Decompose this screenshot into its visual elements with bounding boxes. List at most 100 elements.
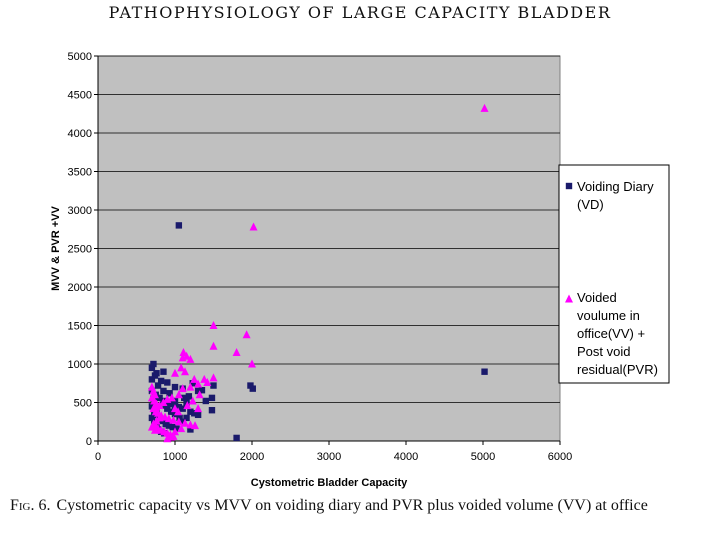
- plot-area: 0 500 1000 1500 2000 2500 3000 3500 4000 4500 5000…: [50, 51, 572, 489]
- voided-volume-point: [191, 421, 200, 430]
- y-tick-label: 4500: [68, 90, 92, 102]
- y-tick-label: 500: [74, 398, 92, 410]
- legend-vv-label: Voided: [577, 290, 617, 305]
- x-tick-label: 4000: [394, 451, 418, 463]
- voided-volume-point: [178, 353, 187, 362]
- voided-volume-point: [232, 347, 241, 356]
- voiding-diary-point: [210, 382, 217, 389]
- voiding-diary-point: [171, 383, 179, 391]
- voided-volume-point: [171, 427, 179, 436]
- y-tick-label: 2500: [68, 244, 92, 256]
- x-axis-title: Cystometric Bladder Capacity: [251, 477, 408, 489]
- y-tick-label: 3500: [68, 167, 92, 179]
- voided-volume-point: [186, 420, 195, 429]
- voided-volume-point: [195, 390, 204, 399]
- voiding-diary-point: [151, 372, 159, 379]
- voiding-diary-point: [169, 423, 176, 431]
- voided-volume-point: [194, 379, 203, 388]
- voiding-diary-point: [175, 222, 183, 229]
- voiding-diary-point: [156, 394, 163, 402]
- voided-volume-point: [171, 368, 179, 377]
- y-axis-title: MVV & PVR +VV: [50, 206, 62, 291]
- voided-volume-point: [194, 404, 203, 413]
- legend-vv-label: office(VV) +: [577, 326, 645, 341]
- voided-volume-point: [179, 347, 188, 356]
- voiding-diary-point: [173, 425, 180, 432]
- voided-volume-point: [174, 407, 183, 416]
- y-tick-label: 1000: [68, 359, 92, 371]
- legend-vv-label: residual(PVR): [577, 362, 658, 377]
- voiding-diary-point: [194, 387, 202, 395]
- voided-volume-point: [169, 415, 178, 424]
- voiding-diary-point: [166, 390, 173, 397]
- voiding-diary-point: [183, 399, 190, 406]
- voiding-diary-point: [198, 386, 206, 394]
- voiding-diary-point: [249, 385, 256, 392]
- voiding-diary-point: [148, 364, 156, 372]
- legend-vd-label: Voiding Diary: [577, 179, 654, 194]
- x-tick-label: 0: [95, 451, 101, 463]
- voiding-diary-point: [148, 376, 156, 383]
- voiding-diary-point: [160, 368, 167, 375]
- voided-volume-point: [181, 418, 190, 427]
- voided-volume-point: [159, 398, 168, 406]
- voided-volume-point: [209, 341, 218, 350]
- y-tick-label: 3000: [68, 205, 92, 217]
- voided-volume-point: [181, 367, 190, 376]
- scatter-chart: 0 500 1000 1500 2000 2500 3000 3500 4000 4500 5000…: [50, 51, 670, 489]
- voiding-diary-point: [164, 379, 171, 386]
- voiding-diary-point: [157, 377, 165, 385]
- voided-volume-point: [167, 432, 176, 441]
- voiding-diary-point: [179, 405, 186, 412]
- voided-volume-point: [186, 354, 195, 363]
- voided-volume-point: [178, 384, 187, 393]
- voided-volume-point: [480, 103, 489, 112]
- voided-volume-point: [203, 377, 212, 386]
- voiding-diary-point: [150, 360, 157, 368]
- caption-text: Cystometric capacity vs MVV on voiding d…: [56, 497, 648, 514]
- y-tick-label: 2000: [68, 282, 92, 294]
- voiding-diary-point: [167, 408, 175, 415]
- voiding-diary-point: [187, 426, 194, 433]
- voided-volume-point: [152, 399, 161, 408]
- voided-volume-point: [164, 414, 173, 423]
- voiding-diary-point: [194, 411, 202, 419]
- voided-volume-point: [186, 382, 195, 391]
- legend: Voiding Diary (VD) Voided voulume in office(…: [558, 164, 670, 384]
- legend-vv-label: Post void: [577, 344, 630, 359]
- voided-volume-point: [242, 330, 251, 339]
- voiding-diary-point: [148, 403, 156, 410]
- x-tick-label: 6000: [548, 451, 572, 463]
- voiding-diary-point: [148, 414, 156, 422]
- x-tick-label: 2000: [240, 451, 264, 463]
- voiding-diary-point: [154, 382, 162, 389]
- legend-box: [558, 164, 670, 384]
- voided-volume-point: [249, 222, 258, 231]
- page-title: PATHOPHYSIOLOGY OF LARGE CAPACITY BLADDE…: [108, 3, 612, 22]
- voiding-diary-point: [189, 380, 196, 387]
- figure-label: Fig. 6.: [10, 497, 51, 514]
- voiding-diary-point: [185, 393, 193, 400]
- voiding-diary-point: [233, 434, 240, 442]
- figure-caption: Fig. 6. Cystometric capacity vs MVV on vo…: [10, 497, 710, 515]
- voiding-diary-point: [181, 394, 188, 402]
- legend-vd-marker: [565, 182, 573, 190]
- voided-volume-point: [248, 359, 256, 368]
- voiding-diary-point: [208, 394, 216, 402]
- voided-volume-point: [174, 390, 183, 399]
- voiding-diary-point: [202, 397, 209, 405]
- voiding-diary-point: [183, 414, 190, 422]
- voiding-diary-point: [191, 410, 198, 417]
- voided-volume-point: [188, 396, 197, 405]
- voided-volume-point: [177, 424, 186, 433]
- voided-volume-point: [177, 363, 186, 372]
- voiding-diary-point: [175, 403, 183, 411]
- y-tick-label: 1500: [68, 321, 92, 333]
- legend-vd-label: (VD): [577, 197, 604, 212]
- voided-volume-point: [209, 373, 218, 382]
- voided-volume-point: [209, 321, 218, 329]
- x-tick-label: 5000: [471, 451, 495, 463]
- voiding-diary-point: [165, 422, 173, 429]
- voiding-diary-point: [160, 387, 167, 395]
- y-tick-label: 0: [86, 436, 92, 448]
